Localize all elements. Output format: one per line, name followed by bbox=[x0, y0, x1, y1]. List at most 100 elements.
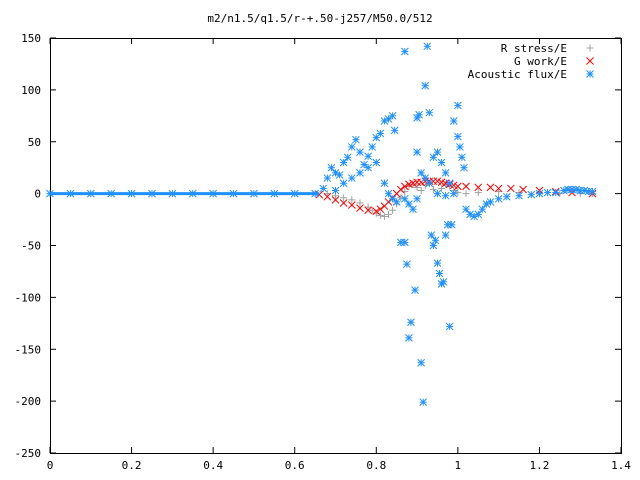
data-point bbox=[405, 333, 413, 342]
y-tick-label: -150 bbox=[15, 343, 42, 356]
data-point bbox=[445, 322, 454, 331]
legend-label: G work/E bbox=[514, 55, 567, 68]
series-2 bbox=[46, 42, 597, 407]
data-point bbox=[356, 204, 364, 213]
data-point bbox=[421, 81, 430, 90]
data-point bbox=[343, 153, 352, 162]
data-point bbox=[384, 115, 393, 123]
data-point bbox=[439, 277, 448, 286]
x-tick-label: 1.2 bbox=[529, 459, 549, 472]
axis-ticks: 0 0.2 0.4 0.6 0.8 1 1.2 1.4 150 100 50 0 -50 -100 -150… bbox=[15, 32, 632, 472]
data-point bbox=[466, 210, 474, 219]
data-point bbox=[588, 187, 597, 196]
data-point bbox=[413, 194, 421, 203]
data-point bbox=[433, 148, 442, 156]
data-point bbox=[441, 169, 450, 177]
y-tick-label: -100 bbox=[15, 291, 42, 304]
data-point bbox=[411, 286, 419, 294]
data-point bbox=[421, 174, 430, 182]
data-point bbox=[405, 200, 413, 208]
y-tick-label: 50 bbox=[28, 136, 41, 149]
data-point bbox=[435, 269, 444, 278]
chart-title: m2/n1.5/q1.5/r-+.50-j257/M50.0/512 bbox=[207, 12, 432, 25]
data-point bbox=[339, 199, 348, 207]
data-point bbox=[364, 203, 372, 211]
data-point bbox=[364, 152, 372, 161]
y-tick-label: 100 bbox=[21, 84, 41, 97]
data-point bbox=[323, 190, 331, 198]
data-marks bbox=[46, 42, 597, 407]
x-tick-label: 0.6 bbox=[285, 459, 305, 472]
data-point bbox=[456, 143, 464, 151]
data-point bbox=[519, 185, 527, 194]
data-point bbox=[429, 185, 437, 193]
legend-marker bbox=[586, 57, 594, 65]
data-point bbox=[515, 191, 523, 200]
data-point bbox=[352, 135, 360, 144]
data-point bbox=[454, 182, 462, 191]
data-point bbox=[437, 158, 446, 167]
data-point bbox=[372, 158, 381, 167]
data-point bbox=[376, 205, 385, 214]
data-point bbox=[347, 143, 356, 151]
data-point bbox=[368, 143, 377, 151]
legend-marker bbox=[586, 44, 594, 52]
y-tick-label: -50 bbox=[21, 240, 41, 253]
series-0 bbox=[323, 179, 596, 220]
data-point bbox=[327, 163, 336, 172]
data-point bbox=[433, 259, 442, 267]
data-point bbox=[495, 188, 503, 196]
data-point bbox=[486, 198, 495, 206]
data-point bbox=[385, 210, 393, 218]
data-point bbox=[507, 184, 515, 193]
data-point bbox=[441, 231, 450, 239]
data-point bbox=[340, 194, 348, 202]
data-point bbox=[360, 160, 368, 169]
x-tick-label: 1.4 bbox=[611, 459, 631, 472]
data-point bbox=[364, 206, 372, 215]
plot-frame bbox=[50, 38, 622, 454]
data-point bbox=[409, 205, 417, 214]
data-point bbox=[400, 194, 409, 203]
data-point bbox=[425, 179, 434, 188]
data-point bbox=[415, 110, 423, 119]
data-point bbox=[376, 211, 384, 219]
data-point bbox=[445, 179, 454, 188]
data-point bbox=[417, 169, 426, 177]
legend-marker bbox=[586, 70, 594, 78]
data-point bbox=[474, 189, 482, 197]
data-point bbox=[494, 194, 503, 203]
data-point bbox=[331, 195, 340, 204]
data-point bbox=[543, 188, 552, 197]
data-point bbox=[429, 153, 438, 162]
data-point bbox=[454, 101, 462, 110]
data-point bbox=[335, 171, 344, 179]
data-point bbox=[458, 153, 466, 162]
data-point bbox=[427, 231, 436, 239]
y-tick-label: -200 bbox=[15, 395, 42, 408]
data-point bbox=[356, 199, 364, 207]
x-tick-label: 0.8 bbox=[366, 459, 386, 472]
data-point bbox=[431, 236, 440, 245]
data-point bbox=[441, 191, 450, 200]
data-point bbox=[462, 182, 470, 191]
x-tick-label: 1 bbox=[455, 459, 462, 472]
data-point bbox=[356, 169, 364, 177]
data-point bbox=[389, 206, 397, 214]
data-point bbox=[502, 192, 511, 201]
data-point bbox=[462, 205, 470, 214]
data-point bbox=[388, 194, 397, 203]
data-point bbox=[417, 358, 426, 367]
data-point bbox=[396, 185, 405, 194]
data-point bbox=[425, 108, 434, 117]
data-point bbox=[384, 189, 393, 198]
x-tick-label: 0.2 bbox=[122, 459, 142, 472]
y-tick-label: -250 bbox=[15, 447, 42, 460]
data-point bbox=[462, 190, 470, 198]
data-point bbox=[392, 198, 401, 206]
data-point bbox=[347, 201, 356, 209]
data-point bbox=[347, 174, 356, 182]
data-point bbox=[560, 186, 568, 195]
data-point bbox=[486, 183, 495, 192]
